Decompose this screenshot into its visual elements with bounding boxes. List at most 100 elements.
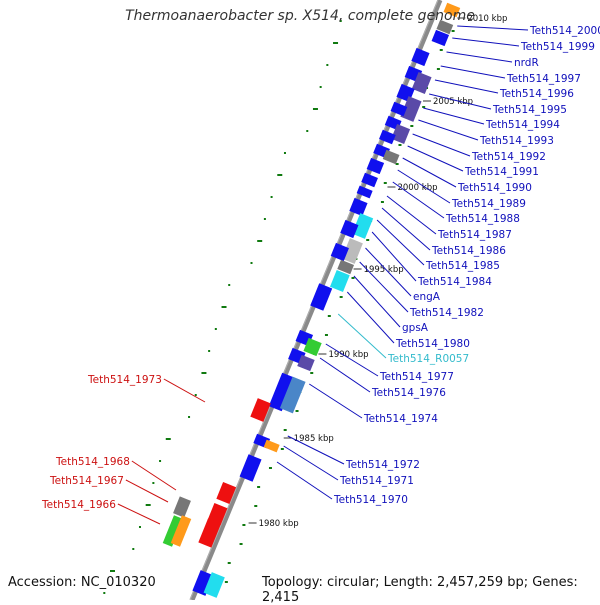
inner-dot (380, 201, 384, 203)
label-leader-line (309, 383, 363, 419)
inner-dot (310, 372, 314, 374)
gene-label-right: Teth514_1991 (464, 166, 539, 178)
gc-dot (103, 592, 106, 594)
gene-label-right: Teth514_1992 (471, 151, 546, 163)
label-leader-line (319, 357, 371, 393)
gene-label-right: Teth514_1988 (445, 213, 520, 225)
label-leader-line (365, 247, 412, 297)
gene-features (162, 2, 461, 598)
gc-dot (339, 20, 342, 22)
gene-block (366, 157, 385, 175)
page-title: Thermoanaerobacter sp. X514, complete ge… (125, 8, 475, 24)
gene-label-right: Teth514_1993 (479, 135, 554, 147)
gc-dot (270, 196, 273, 198)
gene-label-left: Teth514_1973 (87, 374, 162, 386)
label-leader-line (452, 37, 520, 47)
label-leader-line (376, 219, 425, 266)
gene-block (239, 454, 262, 482)
inner-dot (224, 581, 228, 583)
gene-label-right: Teth514_1987 (437, 229, 512, 241)
label-leader-line (386, 195, 437, 235)
scale-tick-label: 1985 kbp (294, 434, 334, 444)
gene-label-right: Teth514_1972 (345, 459, 420, 471)
gc-dot (257, 240, 263, 242)
label-leader-line (371, 231, 417, 282)
label-leader-line (407, 145, 464, 172)
gene-block-red (207, 503, 228, 525)
scale-tick-label: 2010 kbp (467, 14, 507, 24)
gc-dot (201, 372, 207, 374)
gc-dot (138, 526, 141, 528)
gene-block-red (198, 518, 222, 548)
label-leader-line (434, 79, 499, 94)
gene-block (400, 96, 422, 122)
gc-dot (250, 262, 253, 264)
gene-label-right: Teth514_1971 (339, 475, 414, 487)
inner-dot (254, 505, 258, 507)
label-leader-line (429, 93, 492, 110)
gene-block (279, 376, 306, 414)
gene-block (382, 149, 400, 165)
gene-block (330, 242, 349, 262)
gene-block (349, 197, 368, 217)
gene-block (268, 372, 296, 412)
gene-block-red (216, 482, 237, 504)
label-leader-line (131, 460, 177, 491)
gene-block (341, 238, 363, 264)
gene-block (310, 283, 333, 311)
gene-label-right: Teth514_1977 (379, 371, 454, 383)
label-leader-line (457, 25, 529, 31)
gc-dot (214, 328, 217, 330)
label-leader-line (287, 435, 345, 465)
gc-dot (319, 86, 322, 88)
inner-dot (451, 30, 455, 32)
gene-block (170, 515, 192, 547)
gc-dot (152, 482, 155, 484)
gene-block (337, 259, 355, 275)
label-leader-line (125, 479, 169, 503)
gene-block (351, 213, 374, 239)
inner-dot (410, 125, 414, 127)
gene-label-right: Teth514_1976 (371, 387, 446, 399)
label-leader-line (402, 157, 457, 188)
label-leader-line (276, 461, 333, 500)
inner-dot (283, 429, 287, 431)
accession-text: Accession: NC_010320 (8, 575, 156, 590)
gc-dot (263, 218, 266, 220)
scale-tick-label: 2000 kbp (397, 183, 437, 193)
gc-dot (306, 130, 309, 132)
label-leader-line (359, 261, 409, 313)
gene-block (203, 572, 225, 598)
gene-label-right: gpsA (402, 322, 429, 334)
gc-dot (312, 108, 318, 110)
gene-label-left: Teth514_1968 (55, 456, 130, 468)
gc-dot (188, 416, 191, 418)
gene-block (391, 123, 411, 145)
gene-label-right: Teth514_1989 (451, 198, 526, 210)
gene-block (390, 101, 408, 117)
inner-dot (280, 448, 284, 450)
gc-dot (326, 64, 329, 66)
gc-dot (333, 42, 339, 44)
inner-dot (366, 239, 370, 241)
gene-label-right: Teth514_1974 (363, 413, 438, 425)
gene-label-right: Teth514_1970 (333, 494, 408, 506)
label-leader-line (163, 378, 206, 403)
gene-block (173, 496, 191, 518)
gene-block (297, 354, 315, 372)
label-leader-line (325, 343, 379, 377)
gene-block (411, 72, 432, 94)
gene-label-right: Teth514_1990 (457, 182, 532, 194)
inner-dot (257, 486, 261, 488)
label-leader-line (440, 65, 506, 79)
gene-label-right: Teth514_1980 (395, 338, 470, 350)
inner-dot (268, 467, 272, 469)
gene-label-right: Teth514_1982 (409, 307, 484, 319)
inner-dot (436, 68, 440, 70)
gc-dot (110, 570, 115, 572)
gene-label-right: Teth514_1985 (425, 260, 500, 272)
inner-dot (242, 524, 246, 526)
scale-tick-label: 1995 kbp (364, 265, 404, 275)
label-leader-line (117, 503, 161, 525)
